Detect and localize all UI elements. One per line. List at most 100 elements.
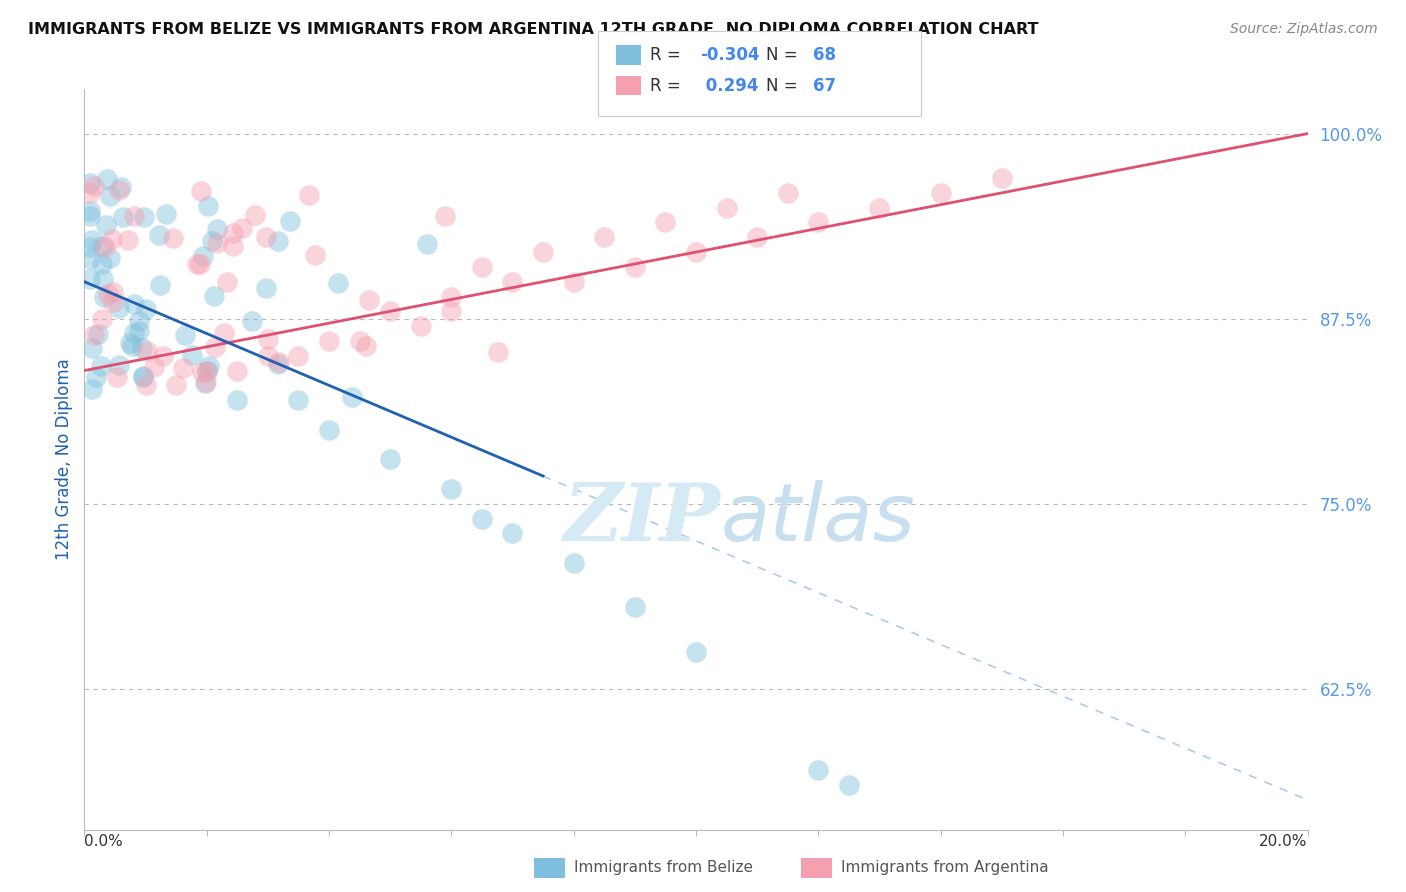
Text: N =: N = bbox=[766, 77, 803, 95]
Point bbox=[83, 328, 105, 343]
Point bbox=[79, 186, 101, 200]
Point bbox=[440, 289, 463, 303]
Point bbox=[256, 332, 278, 346]
Point bbox=[80, 341, 103, 355]
Text: IMMIGRANTS FROM BELIZE VS IMMIGRANTS FROM ARGENTINA 12TH GRADE, NO DIPLOMA CORRE: IMMIGRANTS FROM BELIZE VS IMMIGRANTS FRO… bbox=[28, 22, 1039, 37]
Point bbox=[531, 245, 554, 260]
Point bbox=[155, 207, 177, 221]
Point bbox=[172, 361, 194, 376]
Point bbox=[502, 275, 524, 289]
Point bbox=[226, 393, 249, 408]
Point bbox=[716, 201, 738, 215]
Point bbox=[121, 339, 143, 353]
Point bbox=[98, 251, 121, 265]
Point bbox=[486, 345, 509, 359]
Point bbox=[79, 210, 101, 224]
Point bbox=[132, 369, 155, 384]
Point bbox=[440, 304, 463, 318]
Point bbox=[148, 227, 170, 242]
Point bbox=[287, 393, 309, 408]
Point bbox=[357, 293, 380, 307]
Point bbox=[135, 378, 157, 392]
Point bbox=[152, 349, 174, 363]
Text: 67: 67 bbox=[813, 77, 835, 95]
Point bbox=[562, 275, 585, 289]
Point bbox=[929, 186, 952, 200]
Point bbox=[254, 280, 277, 294]
Point bbox=[90, 359, 112, 373]
Point bbox=[204, 339, 226, 353]
Point bbox=[991, 171, 1014, 186]
Point bbox=[624, 260, 647, 274]
Point bbox=[90, 312, 112, 326]
Point bbox=[562, 556, 585, 570]
Point bbox=[807, 764, 830, 778]
Point bbox=[195, 363, 218, 377]
Point bbox=[267, 357, 290, 371]
Text: N =: N = bbox=[766, 46, 803, 64]
Point bbox=[278, 214, 301, 228]
Point bbox=[120, 336, 142, 351]
Point bbox=[97, 287, 120, 301]
Point bbox=[128, 314, 150, 328]
Point bbox=[195, 376, 218, 390]
Text: atlas: atlas bbox=[720, 480, 915, 558]
Point bbox=[654, 215, 676, 229]
Point bbox=[174, 328, 197, 343]
Point bbox=[349, 334, 371, 348]
Point bbox=[502, 526, 524, 541]
Point bbox=[103, 285, 125, 300]
Point bbox=[440, 482, 463, 496]
Point bbox=[79, 240, 101, 254]
Point bbox=[205, 236, 228, 251]
Point bbox=[93, 290, 115, 304]
Point bbox=[108, 184, 131, 198]
Point bbox=[240, 314, 263, 328]
Point bbox=[222, 238, 245, 252]
Point bbox=[869, 201, 891, 215]
Point bbox=[257, 349, 280, 363]
Point bbox=[188, 257, 211, 271]
Point bbox=[110, 180, 132, 194]
Point bbox=[108, 301, 131, 315]
Point bbox=[96, 172, 118, 186]
Point bbox=[94, 240, 117, 254]
Point bbox=[267, 234, 290, 248]
Point bbox=[267, 354, 290, 368]
Point bbox=[838, 778, 860, 792]
Point bbox=[79, 204, 101, 219]
Y-axis label: 12th Grade, No Diploma: 12th Grade, No Diploma bbox=[55, 359, 73, 560]
Point bbox=[226, 363, 249, 377]
Text: R =: R = bbox=[650, 46, 686, 64]
Point bbox=[807, 215, 830, 229]
Point bbox=[108, 358, 131, 372]
Point bbox=[197, 199, 219, 213]
Point bbox=[122, 209, 145, 223]
Point bbox=[162, 230, 184, 244]
Point bbox=[181, 347, 204, 361]
Point bbox=[685, 645, 707, 659]
Text: R =: R = bbox=[650, 77, 686, 95]
Point bbox=[214, 326, 236, 341]
Point bbox=[101, 295, 124, 310]
Point bbox=[747, 230, 769, 244]
Point bbox=[80, 233, 103, 247]
Point bbox=[132, 210, 155, 224]
Text: Source: ZipAtlas.com: Source: ZipAtlas.com bbox=[1230, 22, 1378, 37]
Point bbox=[94, 218, 117, 232]
Point bbox=[222, 226, 245, 240]
Point bbox=[84, 369, 107, 384]
Point bbox=[776, 186, 799, 200]
Point bbox=[380, 452, 402, 467]
Text: -0.304: -0.304 bbox=[700, 46, 759, 64]
Point bbox=[197, 359, 219, 373]
Text: ZIP: ZIP bbox=[564, 480, 720, 558]
Point bbox=[83, 178, 105, 193]
Point bbox=[685, 245, 707, 260]
Point bbox=[593, 230, 616, 244]
Text: 20.0%: 20.0% bbox=[1260, 834, 1308, 849]
Point bbox=[471, 260, 494, 274]
Point bbox=[191, 365, 214, 379]
Point bbox=[287, 349, 309, 363]
Point bbox=[186, 257, 208, 271]
